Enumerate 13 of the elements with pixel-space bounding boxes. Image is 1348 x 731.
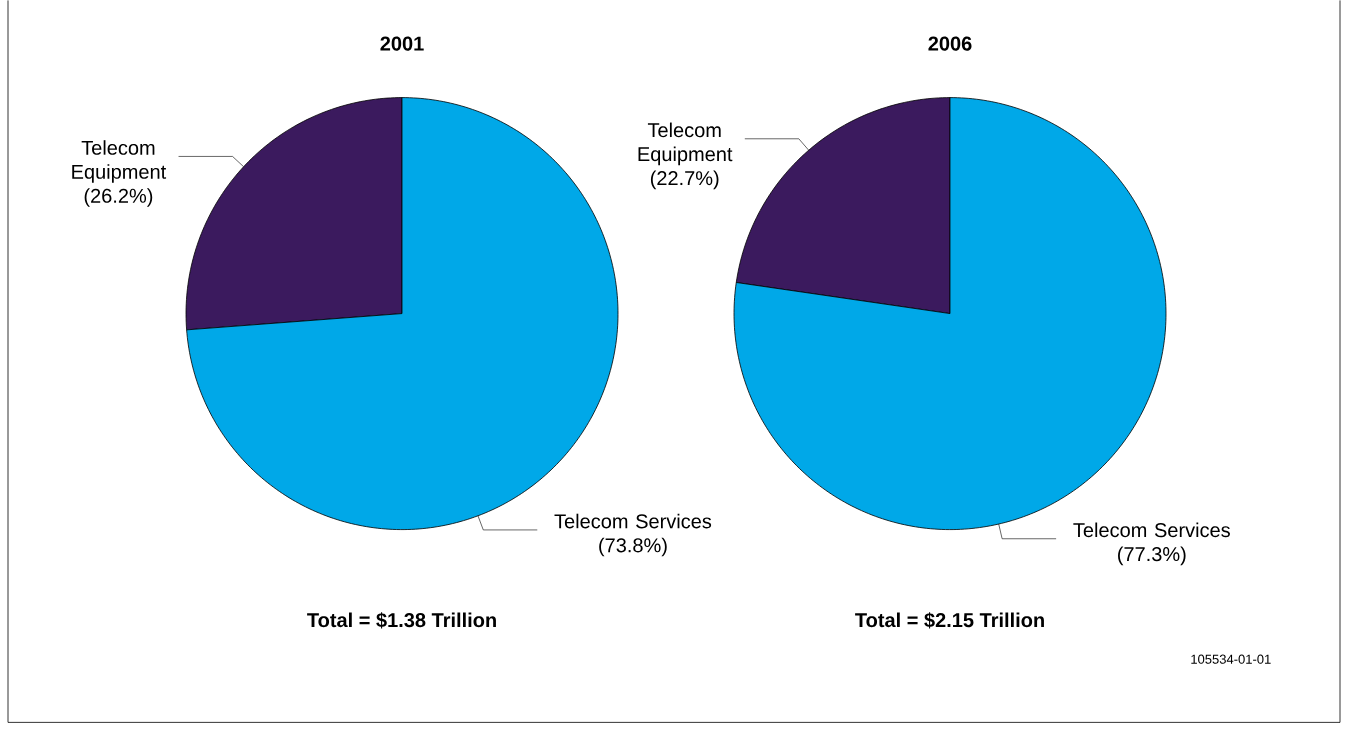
data-label: (77.3%): [1118, 546, 1186, 565]
data-label: (26.2%): [84, 188, 153, 207]
text: Total = $1.38 Trillion: [307, 611, 496, 629]
slice-label: Telecom Services: [554, 513, 712, 529]
chart-title: 2006: [928, 36, 972, 51]
chart-title: 2001: [380, 36, 424, 51]
text: Total = $2.15 Trillion: [855, 611, 1044, 629]
data-label: (73.8%): [599, 537, 667, 557]
slice-label: Telecom Equipment: [638, 122, 733, 165]
data-label: (22.7%): [650, 170, 719, 189]
slice-label: Telecom Services: [1073, 522, 1230, 537]
text: 105534-01-01: [1191, 654, 1271, 664]
slice-label: Telecom Equipment: [72, 140, 167, 183]
